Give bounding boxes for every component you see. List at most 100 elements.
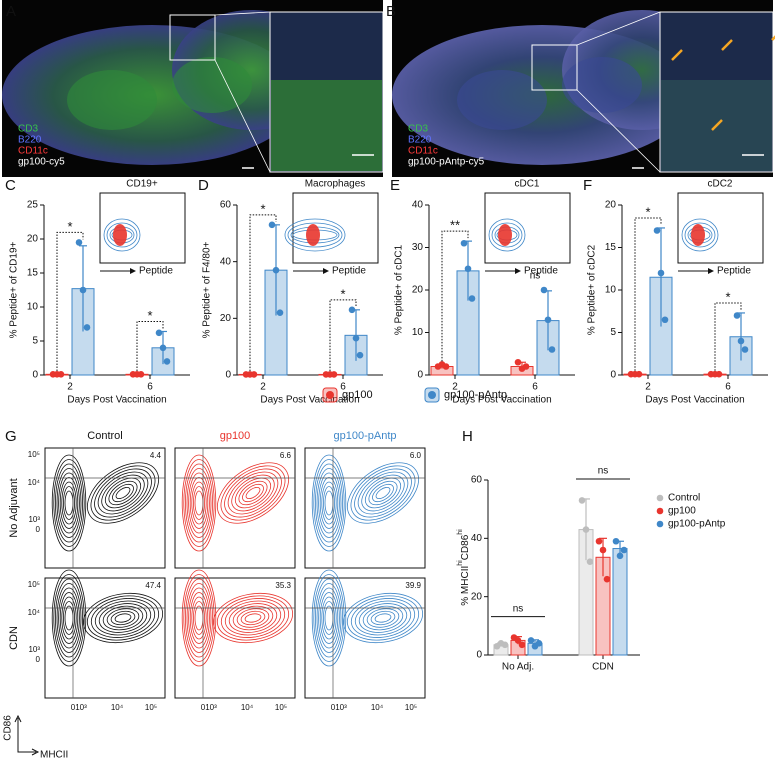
legend-label: gp100-pAntp bbox=[444, 389, 507, 401]
data-point bbox=[514, 358, 522, 366]
x-tick-label: 6 bbox=[725, 382, 731, 393]
data-point bbox=[276, 309, 284, 316]
quadrant-value: 4.4 bbox=[150, 451, 162, 460]
inset-arrowhead bbox=[130, 268, 136, 274]
zoom-line bbox=[214, 11, 271, 16]
data-point bbox=[159, 344, 167, 352]
significance: * bbox=[725, 289, 730, 304]
panel-letter: F bbox=[583, 177, 592, 194]
significance: ns bbox=[530, 271, 541, 282]
data-point bbox=[586, 558, 594, 565]
inset-contour bbox=[488, 218, 526, 252]
contours bbox=[181, 569, 294, 667]
column-header: Control bbox=[87, 430, 122, 442]
x-tick-label: 10⁵ bbox=[145, 703, 157, 712]
contours bbox=[51, 454, 159, 552]
data-point bbox=[741, 346, 749, 353]
y-axis-label: % MHCIIhiCD86hi bbox=[457, 529, 471, 606]
data-point bbox=[715, 370, 723, 378]
inset-arrowhead bbox=[708, 268, 714, 274]
data-point bbox=[599, 546, 607, 554]
data-point bbox=[548, 346, 556, 353]
significance: * bbox=[260, 201, 265, 216]
significance: * bbox=[645, 204, 650, 219]
legend-label: Control bbox=[668, 493, 700, 504]
contour bbox=[188, 472, 210, 534]
x-tick-label: 6 bbox=[532, 382, 538, 393]
stain-label: gp100-pAntp-cy5 bbox=[408, 157, 485, 168]
y-tick-label: 40 bbox=[471, 533, 483, 544]
column-header: gp100-pAntp bbox=[334, 430, 397, 442]
x-tick-label: CDN bbox=[592, 662, 614, 673]
contour bbox=[97, 471, 149, 515]
contour bbox=[90, 598, 156, 638]
data-point bbox=[544, 316, 552, 324]
data-point bbox=[155, 329, 163, 337]
stain-label: CD11c bbox=[18, 146, 48, 157]
data-point bbox=[250, 371, 258, 378]
inset-contour bbox=[284, 218, 346, 252]
data-point bbox=[518, 641, 526, 649]
data-point bbox=[352, 334, 360, 342]
contour bbox=[106, 608, 140, 628]
chart-title: Macrophages bbox=[305, 179, 366, 190]
y-tick-label: 5 bbox=[610, 327, 616, 338]
contour bbox=[101, 474, 145, 512]
legend-marker bbox=[656, 494, 664, 502]
contour bbox=[58, 587, 80, 649]
contour bbox=[358, 603, 408, 633]
contour bbox=[319, 592, 339, 644]
inset-arrowhead bbox=[323, 268, 329, 274]
y-tick-label: 20 bbox=[27, 234, 39, 245]
contour bbox=[192, 486, 205, 520]
y-axis-label: % Peptide+ of cDC1 bbox=[394, 244, 405, 335]
legend-marker bbox=[326, 391, 334, 399]
zoom-box bbox=[531, 44, 578, 91]
contour bbox=[321, 596, 337, 640]
significance: * bbox=[147, 308, 152, 323]
x-tick-label: 2 bbox=[67, 382, 73, 393]
panel-letter: B bbox=[386, 3, 396, 20]
contour bbox=[87, 462, 159, 524]
stain-label: B220 bbox=[408, 135, 432, 146]
contour bbox=[184, 463, 213, 543]
contour bbox=[188, 587, 210, 649]
panel-letter: G bbox=[5, 428, 17, 445]
flow-plot bbox=[304, 447, 426, 569]
contour bbox=[181, 569, 217, 667]
data-point bbox=[501, 641, 509, 649]
legend-marker bbox=[656, 507, 664, 515]
y-axis-label: CD86 bbox=[3, 715, 14, 741]
x-tick-label: No Adj. bbox=[502, 662, 534, 673]
y-axis-label: % Peptide+ of CD19+ bbox=[9, 241, 20, 338]
contour bbox=[364, 477, 402, 509]
chart-title: cDC2 bbox=[707, 179, 732, 190]
contour bbox=[236, 608, 270, 628]
contour bbox=[318, 587, 340, 649]
contour bbox=[63, 486, 76, 520]
y-tick-label: 15 bbox=[27, 268, 39, 279]
legend-label: gp100 bbox=[668, 506, 696, 517]
data-point bbox=[522, 363, 530, 370]
contour bbox=[228, 603, 278, 633]
data-point bbox=[620, 546, 628, 554]
x-axis-label: MHCII bbox=[40, 750, 68, 761]
contour bbox=[240, 610, 266, 626]
x-tick-label: 10⁴ bbox=[371, 703, 384, 712]
follicle bbox=[562, 57, 642, 113]
panel-letter: A bbox=[6, 3, 16, 20]
stain-label: CD3 bbox=[408, 124, 428, 135]
contour bbox=[319, 477, 339, 529]
bar bbox=[612, 548, 628, 656]
contour bbox=[227, 471, 279, 515]
contour bbox=[189, 477, 209, 529]
contour bbox=[357, 471, 409, 515]
row-label: CDN bbox=[8, 626, 20, 650]
data-point bbox=[75, 239, 83, 246]
y-tick-label: 15 bbox=[605, 242, 617, 253]
contour bbox=[56, 583, 82, 653]
data-point bbox=[540, 286, 548, 294]
inset-contour bbox=[306, 224, 320, 246]
contour bbox=[59, 592, 79, 644]
